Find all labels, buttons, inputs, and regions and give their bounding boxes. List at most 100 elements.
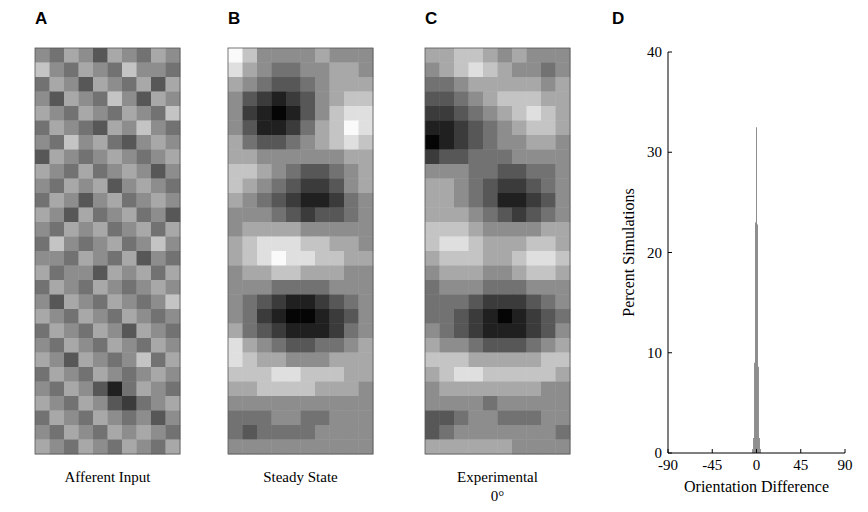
heatmap-cell <box>469 208 484 223</box>
heatmap-cell <box>469 266 484 281</box>
heatmap-cell <box>344 222 359 237</box>
heatmap-cell <box>440 150 455 165</box>
heatmap-cell <box>315 425 330 440</box>
heatmap-cell <box>108 92 123 107</box>
heatmap-cell <box>301 121 316 136</box>
heatmap-cell <box>50 353 65 368</box>
heatmap-cell <box>344 309 359 324</box>
heatmap-cell <box>286 63 301 78</box>
heatmap-cell <box>64 266 79 281</box>
heatmap-cell <box>425 353 440 368</box>
heatmap-cell <box>301 77 316 92</box>
x-tick <box>756 449 757 453</box>
heatmap-cell <box>257 382 272 397</box>
heatmap-cell <box>228 309 243 324</box>
heatmap-cell <box>93 367 108 382</box>
heatmap-cell <box>228 440 243 455</box>
heatmap-cell <box>469 63 484 78</box>
heatmap-cell <box>122 77 137 92</box>
heatmap-cell <box>483 382 498 397</box>
heatmap-cell <box>469 106 484 121</box>
heatmap-cell <box>301 237 316 252</box>
heatmap-cell <box>93 382 108 397</box>
heatmap-cell <box>122 367 137 382</box>
heatmap-cell <box>257 251 272 266</box>
heatmap-cell <box>440 309 455 324</box>
heatmap-cell <box>541 324 556 339</box>
heatmap-cell <box>257 266 272 281</box>
heatmap-cell <box>440 179 455 194</box>
heatmap-cell <box>425 121 440 136</box>
heatmap-cell <box>541 193 556 208</box>
heatmap-cell <box>35 338 50 353</box>
heatmap-cell <box>315 121 330 136</box>
heatmap-cell <box>35 367 50 382</box>
heatmap-cell <box>512 222 527 237</box>
heatmap-cell <box>541 280 556 295</box>
heatmap-cell <box>151 121 166 136</box>
heatmap-cell <box>315 367 330 382</box>
heatmap-cell <box>166 367 181 382</box>
heatmap-cell <box>64 367 79 382</box>
heatmap-cell <box>512 106 527 121</box>
heatmap-cell <box>498 367 513 382</box>
heatmap-cell <box>257 92 272 107</box>
heatmap-cell <box>93 338 108 353</box>
heatmap-cell <box>79 338 94 353</box>
heatmap-cell <box>556 251 571 266</box>
heatmap-cell <box>344 266 359 281</box>
heatmap-cell <box>137 353 152 368</box>
heatmap-cell <box>108 48 123 63</box>
heatmap-cell <box>359 411 374 426</box>
heatmap-cell <box>541 121 556 136</box>
heatmap-cell <box>286 440 301 455</box>
heatmap-cell <box>108 280 123 295</box>
heatmap-cell <box>257 295 272 310</box>
heatmap-cell <box>454 396 469 411</box>
heatmap-cell <box>315 179 330 194</box>
heatmap-cell <box>122 222 137 237</box>
heatmap-cell <box>93 309 108 324</box>
heatmap-cell <box>137 179 152 194</box>
heatmap-cell <box>301 164 316 179</box>
heatmap-cell <box>50 121 65 136</box>
heatmap-cell <box>35 164 50 179</box>
heatmap-cell <box>344 324 359 339</box>
heatmap-cell <box>512 150 527 165</box>
heatmap-cell <box>64 135 79 150</box>
heatmap-cell <box>440 164 455 179</box>
heatmap-cell <box>498 121 513 136</box>
heatmap-cell <box>286 382 301 397</box>
heatmap-cell <box>454 237 469 252</box>
heatmap-cell <box>272 382 287 397</box>
heatmap-cell <box>359 309 374 324</box>
heatmap-cell <box>512 77 527 92</box>
heatmap-cell <box>122 440 137 455</box>
heatmap-cell <box>425 367 440 382</box>
heatmap-cell <box>359 92 374 107</box>
heatmap-cell <box>454 77 469 92</box>
heatmap-cell <box>108 324 123 339</box>
heatmap-cell <box>556 222 571 237</box>
heatmap-cell <box>272 135 287 150</box>
heatmap-cell <box>359 237 374 252</box>
heatmap-cell <box>243 164 258 179</box>
heatmap-cell <box>286 353 301 368</box>
x-tick-label: -45 <box>702 457 722 473</box>
heatmap-cell <box>122 425 137 440</box>
panel-frame <box>228 48 373 454</box>
heatmap-cell <box>498 48 513 63</box>
heatmap-cell <box>527 338 542 353</box>
histogram-bar <box>757 367 759 453</box>
heatmap-cell <box>35 396 50 411</box>
heatmap-cell <box>286 396 301 411</box>
heatmap-cell <box>556 150 571 165</box>
heatmap-cell <box>425 425 440 440</box>
heatmap-cell <box>541 382 556 397</box>
heatmap-cell <box>425 440 440 455</box>
heatmap-cell <box>301 309 316 324</box>
heatmap-cell <box>330 150 345 165</box>
heatmap-cell <box>257 237 272 252</box>
heatmap-cell <box>483 150 498 165</box>
heatmap-cell <box>527 353 542 368</box>
